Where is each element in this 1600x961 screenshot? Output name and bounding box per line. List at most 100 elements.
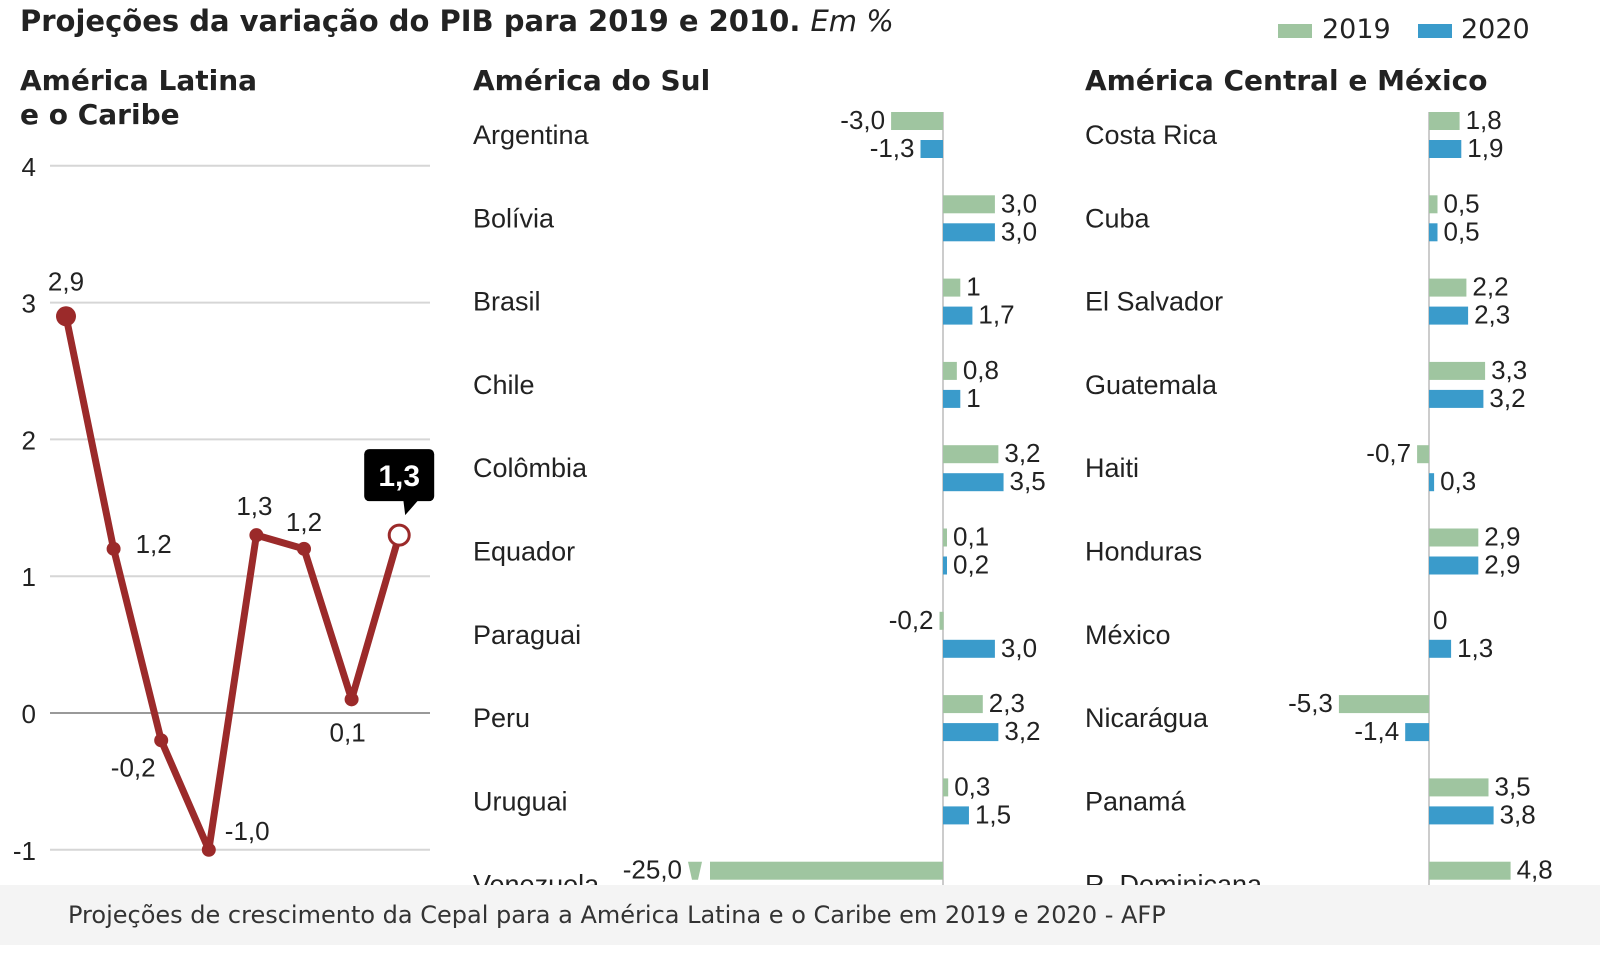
title-unit: Em % xyxy=(810,4,894,38)
bar-break-mark xyxy=(688,861,702,880)
bar-label-2019: 3,3 xyxy=(1491,355,1527,385)
bar-label-2020: 0,2 xyxy=(953,550,989,580)
callout-label: 1,3 xyxy=(378,460,420,493)
caption-bar: Projeções de crescimento da Cepal para a… xyxy=(0,885,1600,945)
legend-label-2019: 2019 xyxy=(1322,14,1391,45)
bar-2020 xyxy=(1429,556,1479,575)
y-tick-label: 4 xyxy=(22,152,36,182)
bar-2020 xyxy=(1429,140,1462,158)
bar-2019 xyxy=(710,861,943,880)
category-label: Chile xyxy=(473,370,535,400)
bar-label-2020: 3,5 xyxy=(1010,466,1046,496)
bar-2019 xyxy=(943,195,995,214)
y-tick-label: 0 xyxy=(22,699,36,729)
bar-label-2020: 3,2 xyxy=(1004,716,1040,746)
bar-2019 xyxy=(1338,695,1429,714)
chart: Projeções da variação do PIB para 2019 e… xyxy=(13,4,1553,885)
legend-swatch-2019 xyxy=(1278,24,1312,38)
category-label: México xyxy=(1085,620,1171,650)
bar-label-2019: 2,3 xyxy=(989,688,1025,718)
bar-label-2019: -0,7 xyxy=(1366,438,1411,468)
bar-2020 xyxy=(1429,639,1452,658)
bar-label-2019: 0,1 xyxy=(953,522,989,552)
bar-label-2020: 1,9 xyxy=(1467,133,1503,163)
bar-2020 xyxy=(1429,306,1469,325)
line-chart-title: América Latina e o Caribe xyxy=(20,64,258,131)
bar-label-2020: 0,5 xyxy=(1444,216,1480,246)
y-tick-label: -1 xyxy=(13,836,36,866)
bar-label-2019: -3,0 xyxy=(840,105,885,135)
bar-label-2019: 0 xyxy=(1433,605,1447,635)
bar-label-2019: 2,9 xyxy=(1484,522,1520,552)
category-label: Peru xyxy=(473,703,530,733)
callout-pointer xyxy=(403,499,420,516)
bar-2019 xyxy=(943,445,999,464)
legend-swatch-2020 xyxy=(1418,24,1452,38)
bar-2020 xyxy=(943,473,1004,492)
central-america-title: América Central e México xyxy=(1085,64,1488,97)
bar-label-2019: -25,0 xyxy=(623,855,682,885)
category-label: Venezuela xyxy=(473,870,600,885)
category-label: Bolívia xyxy=(473,203,555,233)
category-label: Colômbia xyxy=(473,453,588,483)
category-label: Nicarágua xyxy=(1085,703,1209,733)
bar-label-2020: 1 xyxy=(966,383,980,413)
bar-label-2019: 3,2 xyxy=(1004,438,1040,468)
category-label: Panamá xyxy=(1085,786,1187,816)
bar-2019 xyxy=(891,112,943,130)
data-label: -0,2 xyxy=(111,752,156,782)
title-text: Projeções da variação do PIB para 2019 e… xyxy=(20,4,801,38)
data-point xyxy=(344,692,359,707)
bar-2019 xyxy=(943,695,983,714)
bar-label-2020: 0,3 xyxy=(1440,466,1476,496)
category-label: Equador xyxy=(473,537,575,567)
bar-2020 xyxy=(943,223,995,242)
bar-label-2020: 3,2 xyxy=(1489,383,1525,413)
bar-2019 xyxy=(1429,528,1479,547)
bar-2020 xyxy=(1429,389,1484,408)
chart-title: Projeções da variação do PIB para 2019 e… xyxy=(20,4,894,38)
y-tick-label: 3 xyxy=(22,289,36,319)
bar-2020 xyxy=(920,140,943,158)
bar-label-2020: -1,4 xyxy=(1354,716,1399,746)
bar-2019 xyxy=(1429,861,1511,880)
bar-label-2019: -0,2 xyxy=(889,605,934,635)
south-america-title: América do Sul xyxy=(473,64,711,97)
data-label: 1,3 xyxy=(236,491,272,521)
bar-2020 xyxy=(943,639,995,658)
bar-label-2020: 1,3 xyxy=(1457,633,1493,663)
bar-label-2020: 2,3 xyxy=(1474,300,1510,330)
data-label: 1,2 xyxy=(136,529,172,559)
bar-2020 xyxy=(943,556,947,575)
data-point xyxy=(201,842,216,857)
data-label: -1,0 xyxy=(225,816,270,846)
bar-2020 xyxy=(943,306,973,325)
category-label: Costa Rica xyxy=(1085,120,1218,150)
bar-2019 xyxy=(1429,195,1438,214)
bar-2020 xyxy=(943,806,969,825)
bar-label-2019: 0,5 xyxy=(1444,188,1480,218)
category-label: Guatemala xyxy=(1085,370,1218,400)
bar-label-2019: 4,8 xyxy=(1517,855,1553,885)
bar-2019 xyxy=(939,611,944,630)
bar-label-2020: 3,0 xyxy=(1001,633,1037,663)
bar-label-2019: 2,2 xyxy=(1472,272,1508,302)
bar-label-2019: 3,0 xyxy=(1001,188,1037,218)
legend-label-2020: 2020 xyxy=(1461,14,1530,45)
category-label: Argentina xyxy=(473,120,590,150)
bar-2019 xyxy=(1429,112,1460,130)
bar-2019 xyxy=(943,361,957,380)
bar-label-2020: 1,5 xyxy=(975,799,1011,829)
bar-label-2019: 1,8 xyxy=(1466,105,1502,135)
callout-box xyxy=(364,449,435,502)
data-point xyxy=(297,541,311,556)
bar-label-2019: 0,8 xyxy=(963,355,999,385)
data-point xyxy=(249,528,264,543)
category-label: Cuba xyxy=(1085,203,1151,233)
bar-2020 xyxy=(1405,723,1429,742)
data-point xyxy=(56,306,76,327)
bar-2019 xyxy=(1429,361,1486,380)
bar-label-2019: -5,3 xyxy=(1288,688,1333,718)
bar-label-2020: 3,0 xyxy=(1001,216,1037,246)
bar-label-2020: 3,8 xyxy=(1500,799,1536,829)
